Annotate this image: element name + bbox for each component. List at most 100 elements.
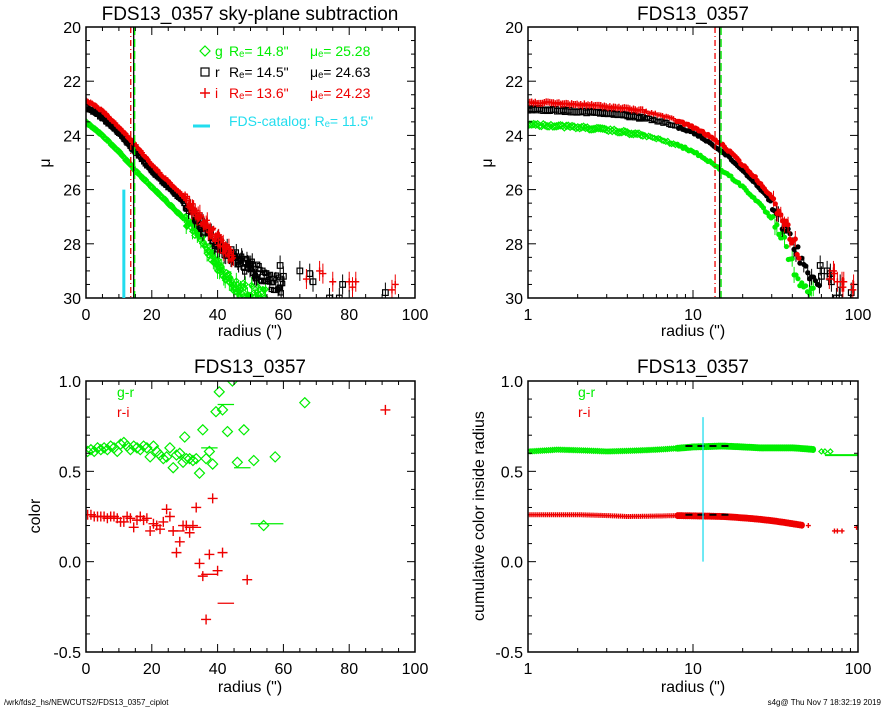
- data-point-square: [555, 107, 563, 115]
- x-tick-label: 80: [340, 307, 358, 324]
- y-tick-label: 24: [505, 128, 523, 145]
- data-point-diamond: [88, 445, 101, 458]
- data-point-diamond: [144, 451, 157, 463]
- data-point-diamond: [134, 443, 147, 456]
- data-point-diamond: [170, 449, 183, 461]
- x-tick-label: 100: [402, 661, 429, 678]
- data-point-diamond: [160, 451, 173, 463]
- data-point-diamond: [645, 132, 653, 140]
- legend-catalog-label: FDS-catalog: Rₑ= 11.5": [229, 113, 373, 129]
- legend-mue-value: μₑ= 25.28: [310, 43, 371, 59]
- y-axis-label: μ: [479, 158, 496, 167]
- legend-band-label: g: [215, 43, 223, 59]
- data-point-square: [267, 271, 274, 278]
- x-axis-label: radius ("): [661, 679, 725, 696]
- data-point-diamond: [575, 123, 585, 133]
- y-tick-label: 28: [63, 237, 81, 254]
- data-point-diamond: [213, 385, 226, 398]
- y-tick-label: 30: [505, 291, 523, 308]
- y-tick-label: -0.5: [495, 645, 523, 662]
- data-point-diamond: [98, 441, 110, 454]
- data-point-diamond: [190, 452, 203, 465]
- data-point-plus: [164, 511, 175, 522]
- x-tick-label: 80: [340, 661, 358, 678]
- data-point-square: [636, 114, 643, 122]
- data-point-diamond: [627, 129, 636, 139]
- data-point-diamond: [210, 405, 222, 418]
- data-point-plus: [805, 523, 811, 529]
- data-point-diamond: [662, 138, 670, 146]
- data-point-diamond: [193, 467, 206, 479]
- y-tick-label: 1.0: [501, 374, 523, 391]
- y-axis-label: color: [27, 498, 44, 533]
- data-layer: [86, 96, 399, 306]
- data-point-plus: [197, 571, 208, 582]
- data-layer: [528, 98, 858, 298]
- x-tick-label: 0: [82, 307, 91, 324]
- data-point-plus: [187, 520, 198, 531]
- data-point-diamond: [580, 447, 587, 454]
- data-point-diamond: [658, 136, 666, 144]
- y-tick-label: 28: [505, 237, 523, 254]
- data-point-diamond: [226, 381, 239, 387]
- y-axis-label: cumulative color inside radius: [471, 411, 488, 621]
- y-tick-label: 22: [505, 74, 523, 91]
- data-point-diamond: [101, 443, 114, 456]
- y-tick-label: 0.5: [59, 464, 81, 481]
- data-point-diamond: [567, 121, 577, 131]
- x-tick-label: 10: [684, 661, 702, 678]
- legend-mue-value: μₑ= 24.63: [310, 64, 371, 80]
- data-point-diamond: [173, 447, 186, 460]
- data-point-diamond: [187, 454, 199, 467]
- data-point-plus: [161, 504, 172, 515]
- data-point-r: [797, 260, 803, 266]
- y-tick-label: 0.0: [59, 555, 81, 572]
- data-point-plus: [191, 502, 202, 513]
- data-point-plus: [201, 614, 212, 625]
- x-tick-label: 60: [275, 661, 293, 678]
- data-point-plus: [204, 549, 215, 560]
- legend-label-i: r-i: [117, 404, 129, 420]
- panel-title: FDS13_0357: [637, 4, 749, 25]
- data-point-diamond: [596, 447, 604, 455]
- data-point-diamond: [114, 438, 127, 451]
- data-point-diamond: [827, 448, 834, 455]
- y-tick-label: 1.0: [59, 374, 81, 391]
- data-point-diamond: [588, 447, 595, 455]
- data-point-plus: [380, 404, 391, 415]
- x-tick-label: 60: [275, 307, 293, 324]
- x-tick-label: 100: [845, 661, 872, 678]
- data-point-plus: [834, 528, 840, 534]
- data-point-g: [802, 283, 809, 289]
- data-point-diamond: [590, 447, 597, 455]
- data-point-diamond: [262, 301, 267, 306]
- data-point-diamond: [216, 404, 229, 416]
- data-point-plus: [839, 528, 845, 534]
- data-point-square: [257, 266, 263, 273]
- data-point-diamond: [600, 124, 609, 134]
- data-point-plus: [217, 547, 228, 558]
- legend-band-label: r: [215, 64, 220, 80]
- data-point-diamond: [206, 458, 219, 470]
- x-tick-label: 20: [143, 661, 161, 678]
- data-point-plus: [155, 524, 166, 535]
- data-point-diamond: [565, 446, 573, 454]
- data-point-diamond: [592, 447, 600, 455]
- y-tick-label: 24: [63, 128, 81, 145]
- data-point-diamond: [203, 445, 216, 458]
- x-tick-label: 1: [524, 661, 533, 678]
- data-point-diamond: [594, 447, 602, 455]
- data-point-diamond: [199, 45, 211, 57]
- data-point-diamond: [575, 446, 583, 454]
- legend-label-g: g-r: [117, 384, 134, 400]
- x-tick-label: 10: [684, 307, 702, 324]
- data-point-diamond: [257, 519, 270, 532]
- x-tick-label: 100: [845, 307, 872, 324]
- data-point-diamond: [567, 446, 575, 454]
- panel-profile-log: FDS13_0357 radius (") μ 1 10 100 20 22 24 26 28…: [479, 4, 871, 340]
- data-point-diamond: [164, 441, 176, 454]
- data-point-diamond: [569, 446, 577, 454]
- data-point-diamond: [557, 446, 565, 454]
- panel-title: FDS13_0357 sky-plane subtraction: [102, 4, 399, 25]
- data-point-diamond: [821, 448, 829, 455]
